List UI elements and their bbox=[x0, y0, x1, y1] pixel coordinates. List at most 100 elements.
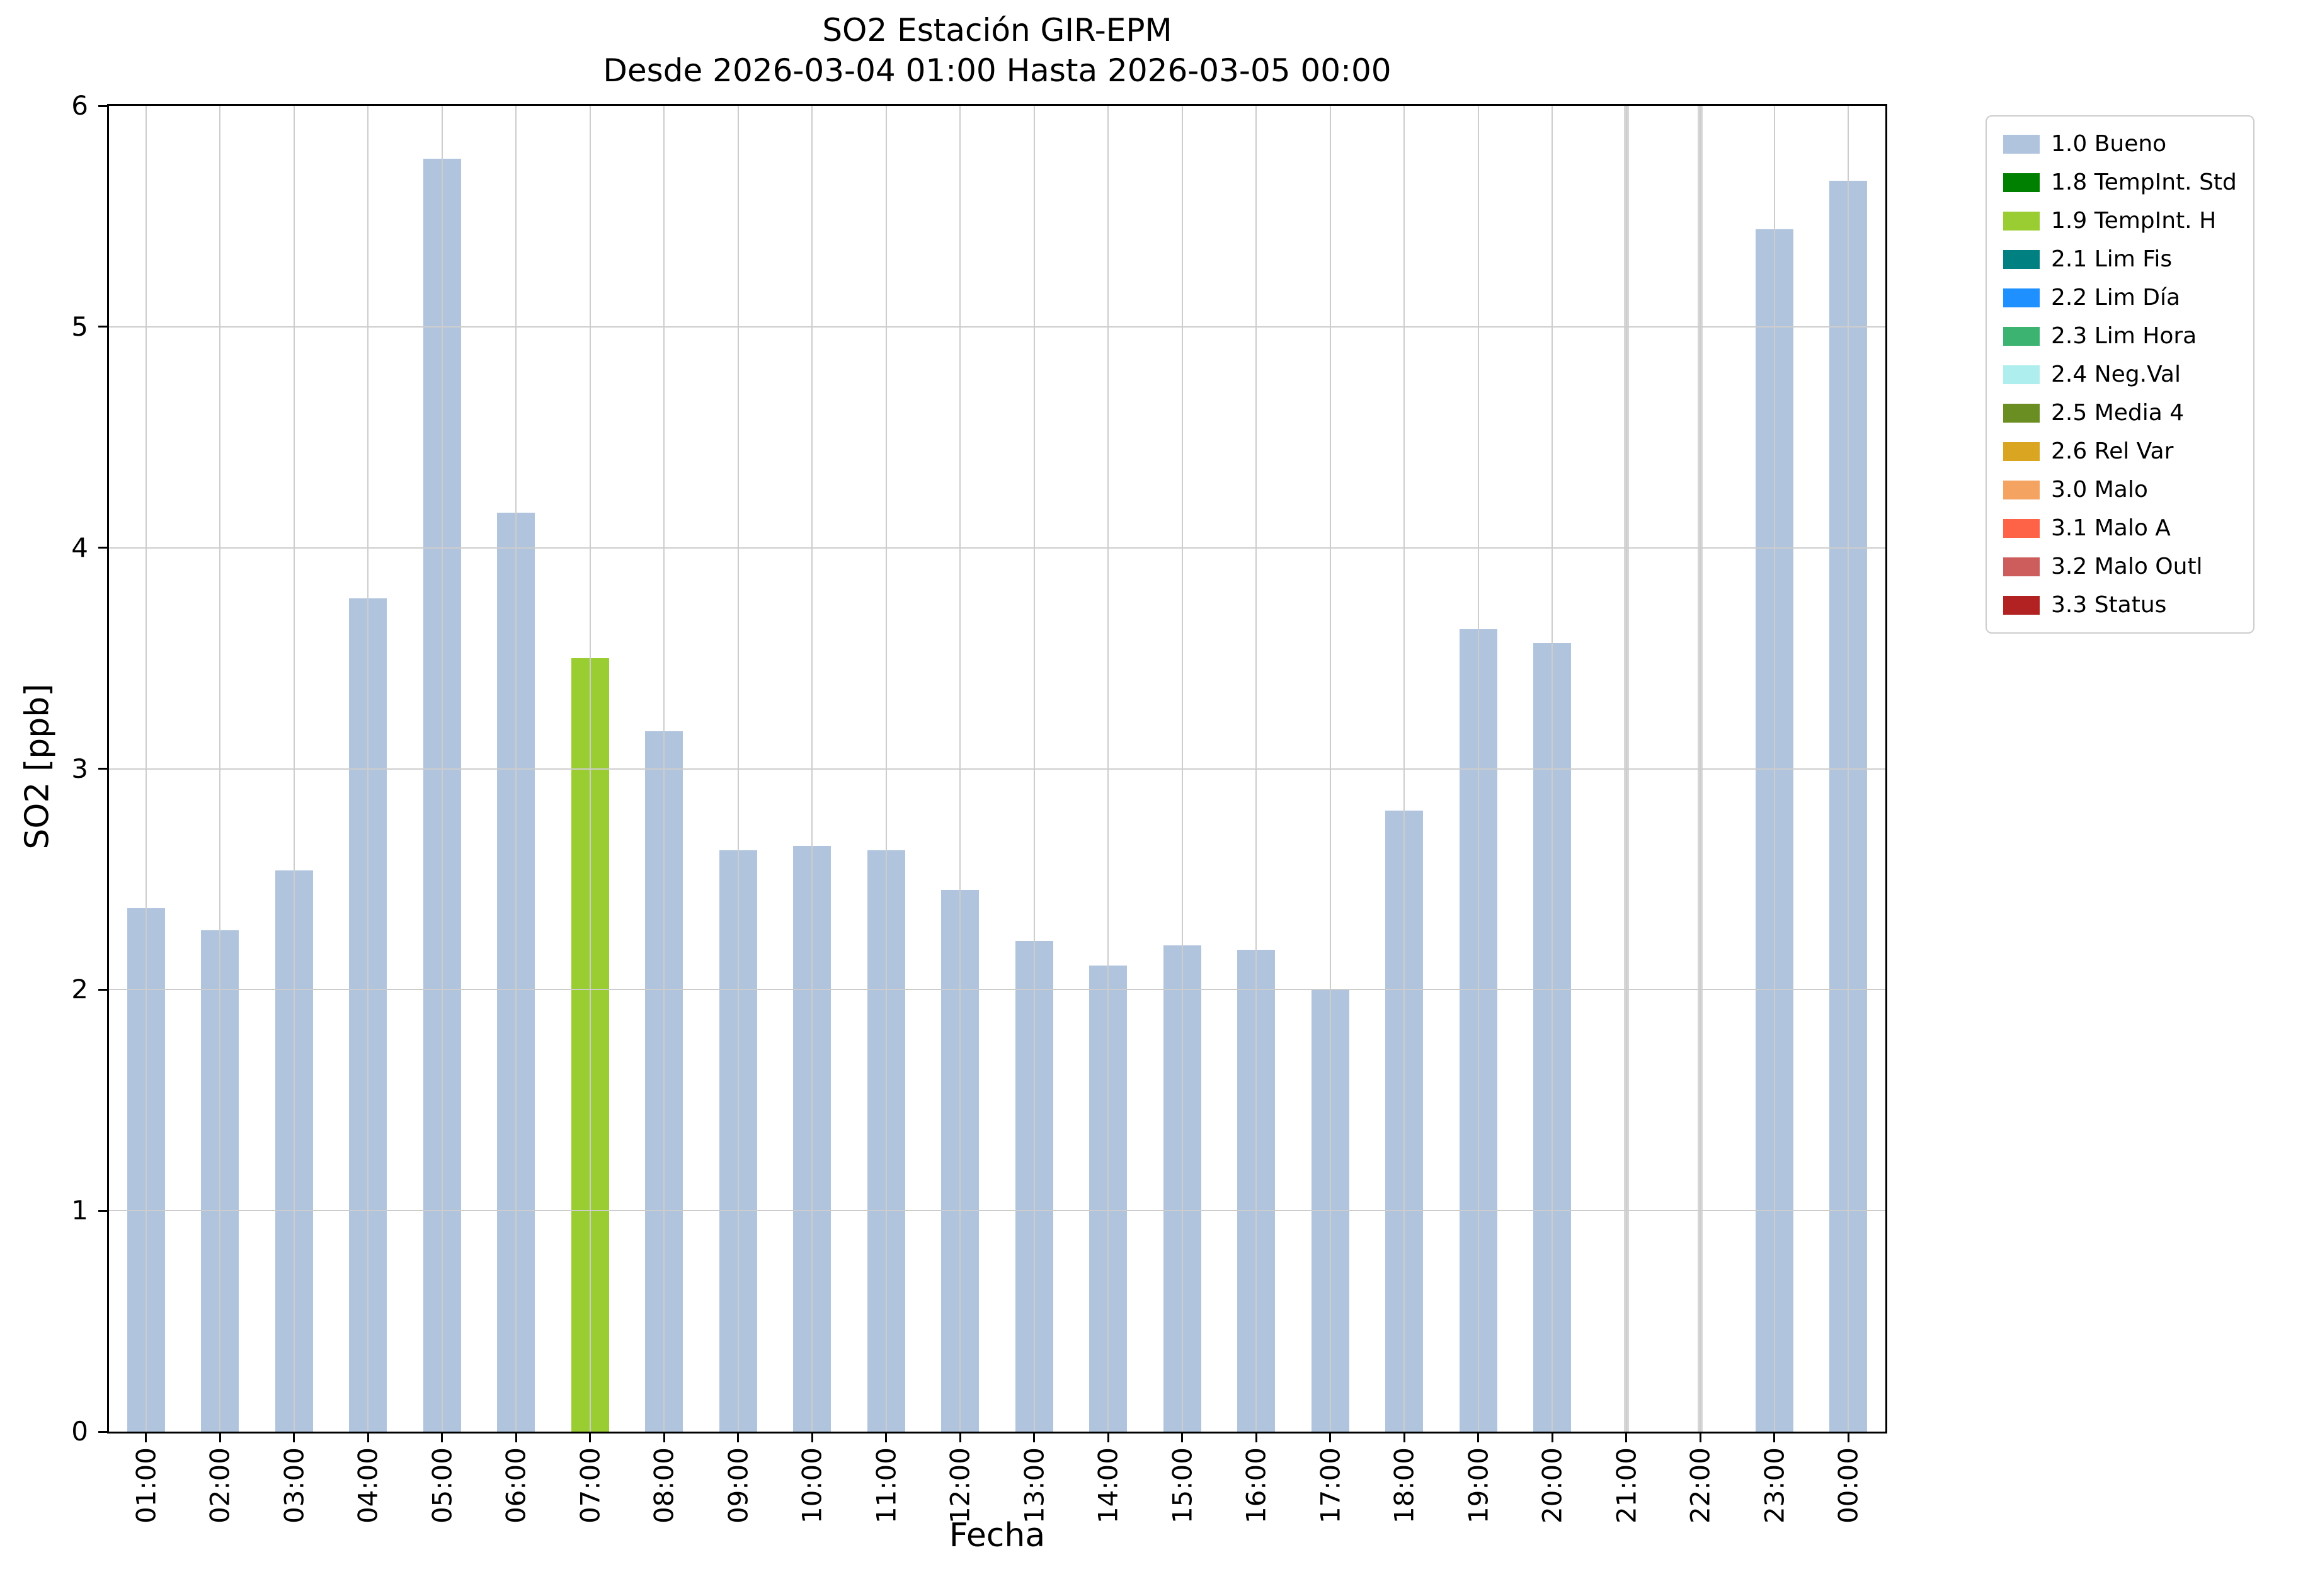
x-axis-label: Fecha bbox=[949, 1517, 1046, 1554]
x-tick-label-text: 07:00 bbox=[574, 1447, 606, 1524]
y-tick-mark bbox=[98, 988, 107, 991]
legend-label: 2.6 Rel Var bbox=[2051, 438, 2174, 464]
x-tick-label: 05:00 bbox=[426, 1447, 457, 1524]
x-tick-mark bbox=[959, 1434, 961, 1442]
legend-item: 2.5 Media 4 bbox=[2003, 398, 2237, 428]
title-block: SO2 Estación GIR-EPM Desde 2026-03-04 01… bbox=[107, 10, 1887, 91]
legend-swatch bbox=[2003, 249, 2040, 269]
y-tick-label: 1 bbox=[71, 1195, 88, 1226]
x-tick-label-text: 21:00 bbox=[1611, 1447, 1642, 1524]
x-tick-mark bbox=[293, 1434, 295, 1442]
x-tick-mark bbox=[1255, 1434, 1257, 1442]
legend-label: 3.2 Malo Outl bbox=[2051, 554, 2203, 579]
y-tick-mark bbox=[98, 326, 107, 328]
x-tick-label-text: 11:00 bbox=[871, 1447, 902, 1524]
x-tick-mark bbox=[1403, 1434, 1405, 1442]
x-tick-mark bbox=[1551, 1434, 1553, 1442]
x-tick-label-text: 05:00 bbox=[426, 1447, 458, 1524]
legend-swatch bbox=[2003, 518, 2040, 538]
x-tick-mark bbox=[1329, 1434, 1332, 1442]
x-tick-label-text: 20:00 bbox=[1536, 1447, 1568, 1524]
legend-swatch bbox=[2003, 442, 2040, 461]
legend-item: 2.3 Lim Hora bbox=[2003, 321, 2237, 351]
chart-subtitle: Desde 2026-03-04 01:00 Hasta 2026-03-05 … bbox=[603, 52, 1392, 89]
x-tick-label-text: 23:00 bbox=[1759, 1447, 1790, 1524]
x-tick-label: 12:00 bbox=[945, 1447, 976, 1524]
gridline-horizontal bbox=[109, 768, 1885, 770]
y-tick-mark bbox=[98, 1430, 107, 1433]
x-tick-label: 16:00 bbox=[1241, 1447, 1272, 1524]
x-tick-label: 04:00 bbox=[353, 1447, 384, 1524]
x-tick-label-text: 13:00 bbox=[1019, 1447, 1050, 1524]
legend-item: 3.1 Malo A bbox=[2003, 513, 2237, 543]
x-tick-mark bbox=[145, 1434, 147, 1442]
x-tick-label-text: 15:00 bbox=[1167, 1447, 1198, 1524]
x-tick-mark bbox=[885, 1434, 888, 1442]
legend-label: 2.2 Lim Día bbox=[2051, 285, 2181, 311]
x-tick-label: 19:00 bbox=[1463, 1447, 1494, 1524]
legend-label: 1.0 Bueno bbox=[2051, 131, 2167, 157]
legend-label: 3.0 Malo bbox=[2051, 477, 2148, 503]
y-tick-label: 0 bbox=[71, 1416, 88, 1447]
x-tick-label: 07:00 bbox=[574, 1447, 605, 1524]
legend-label: 2.4 Neg.Val bbox=[2051, 362, 2181, 387]
legend-item: 2.2 Lim Día bbox=[2003, 283, 2237, 312]
x-tick-label-text: 18:00 bbox=[1388, 1447, 1420, 1524]
x-tick-label: 18:00 bbox=[1389, 1447, 1420, 1524]
legend-item: 3.2 Malo Outl bbox=[2003, 552, 2237, 581]
x-tick-mark bbox=[737, 1434, 740, 1442]
x-tick-label: 23:00 bbox=[1759, 1447, 1790, 1524]
gridline-horizontal bbox=[109, 989, 1885, 991]
x-tick-mark bbox=[1699, 1434, 1701, 1442]
y-tick-label: 4 bbox=[71, 532, 88, 563]
legend-swatch bbox=[2003, 557, 2040, 576]
x-tick-mark bbox=[1107, 1434, 1109, 1442]
y-tick-label: 5 bbox=[71, 311, 88, 342]
x-tick-label-text: 10:00 bbox=[796, 1447, 828, 1524]
y-tick-mark bbox=[98, 1209, 107, 1212]
x-tick-mark bbox=[663, 1434, 665, 1442]
y-tick-mark bbox=[98, 105, 107, 107]
legend-item: 2.4 Neg.Val bbox=[2003, 360, 2237, 389]
legend-swatch bbox=[2003, 595, 2040, 615]
x-tick-label: 06:00 bbox=[501, 1447, 532, 1524]
legend-swatch bbox=[2003, 403, 2040, 423]
x-tick-label-text: 16:00 bbox=[1240, 1447, 1272, 1524]
x-tick-mark bbox=[1625, 1434, 1628, 1442]
x-tick-mark bbox=[219, 1434, 221, 1442]
x-tick-mark bbox=[1181, 1434, 1184, 1442]
legend-item: 2.1 Lim Fis bbox=[2003, 244, 2237, 274]
x-tick-mark bbox=[441, 1434, 443, 1442]
x-tick-mark bbox=[1477, 1434, 1480, 1442]
legend-swatch bbox=[2003, 365, 2040, 384]
legend-item: 3.0 Malo bbox=[2003, 475, 2237, 504]
x-tick-label: 21:00 bbox=[1611, 1447, 1642, 1524]
x-tick-label: 09:00 bbox=[723, 1447, 753, 1524]
x-tick-label: 03:00 bbox=[278, 1447, 309, 1524]
legend-swatch bbox=[2003, 326, 2040, 346]
x-tick-mark bbox=[1847, 1434, 1849, 1442]
legend-label: 2.3 Lim Hora bbox=[2051, 323, 2197, 349]
plot-area bbox=[107, 104, 1887, 1434]
chart-title: SO2 Estación GIR-EPM bbox=[822, 12, 1172, 48]
x-tick-label-text: 08:00 bbox=[648, 1447, 680, 1524]
x-tick-label-text: 09:00 bbox=[723, 1447, 754, 1524]
x-tick-label-text: 06:00 bbox=[500, 1447, 532, 1524]
legend-label: 1.8 TempInt. Std bbox=[2051, 169, 2237, 195]
legend-swatch bbox=[2003, 173, 2040, 192]
x-tick-mark bbox=[811, 1434, 813, 1442]
x-tick-mark bbox=[367, 1434, 369, 1442]
y-tick-label: 6 bbox=[71, 90, 88, 121]
x-tick-label: 11:00 bbox=[871, 1447, 901, 1524]
y-tick-mark bbox=[98, 547, 107, 549]
x-tick-label: 01:00 bbox=[130, 1447, 161, 1524]
x-tick-mark bbox=[1773, 1434, 1776, 1442]
x-tick-label: 10:00 bbox=[797, 1447, 828, 1524]
legend-item: 2.6 Rel Var bbox=[2003, 436, 2237, 466]
legend-label: 1.9 TempInt. H bbox=[2051, 208, 2217, 234]
x-tick-label-text: 22:00 bbox=[1684, 1447, 1716, 1524]
x-tick-label-text: 12:00 bbox=[944, 1447, 976, 1524]
x-tick-label: 15:00 bbox=[1167, 1447, 1197, 1524]
gridline-horizontal bbox=[109, 1210, 1885, 1212]
x-tick-label-text: 02:00 bbox=[204, 1447, 236, 1524]
